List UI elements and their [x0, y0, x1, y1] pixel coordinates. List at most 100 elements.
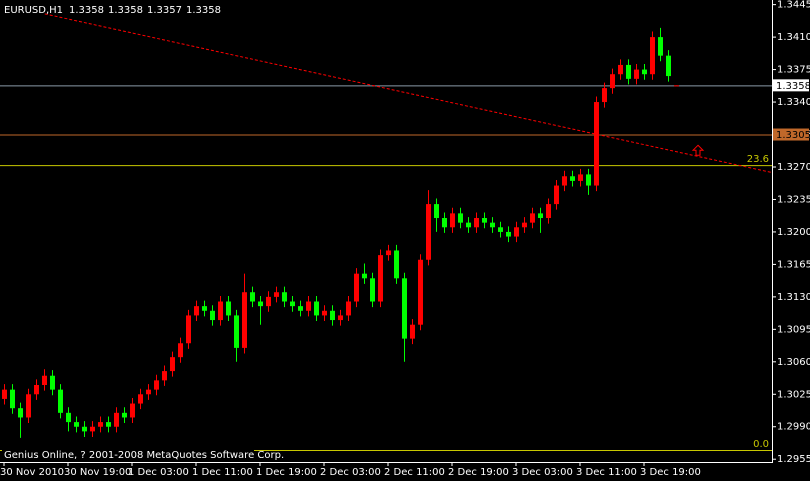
- candle-body: [266, 296, 271, 307]
- candle-body: [570, 176, 575, 181]
- candle-body: [434, 204, 439, 219]
- y-tick-label: 1.3200: [777, 227, 810, 238]
- candle-body: [426, 204, 431, 260]
- candle-body: [642, 69, 647, 75]
- symbol: EURUSD,H1: [4, 5, 63, 16]
- candle-body: [58, 389, 63, 413]
- candle-body: [450, 213, 455, 228]
- x-tick-label: 30 Nov 19:00: [64, 467, 131, 478]
- candle-body: [98, 422, 103, 427]
- candle-body: [274, 292, 279, 297]
- candle-body: [130, 403, 135, 418]
- candle-body: [138, 394, 143, 404]
- candle-body: [338, 315, 343, 321]
- candle-body: [74, 422, 79, 427]
- plot: 23.6 0.0: [0, 13, 773, 451]
- y-tick-label: 1.3025: [777, 389, 810, 400]
- candle-body: [258, 301, 263, 307]
- candle-body: [330, 310, 335, 321]
- candle-body: [162, 371, 167, 381]
- candle-body: [314, 301, 319, 316]
- candle-body: [66, 412, 71, 423]
- footer: Genius Online, ? 2001-2008 MetaQuotes So…: [4, 450, 284, 461]
- candle-body: [386, 250, 391, 256]
- price-tag: [773, 128, 809, 141]
- x-tick-label: 3 Dec 19:00: [640, 467, 701, 478]
- candle-body: [506, 231, 511, 237]
- candle-body: [586, 174, 591, 186]
- candle-body: [178, 343, 183, 358]
- candle-body: [650, 37, 655, 75]
- candle-body: [490, 222, 495, 228]
- candle-body: [378, 255, 383, 302]
- candle-body: [410, 324, 415, 339]
- x-tick-label: 3 Dec 11:00: [576, 467, 637, 478]
- y-tick-label: 1.3165: [777, 259, 810, 270]
- candle-body: [522, 222, 527, 228]
- y-tick-label: 1.3130: [777, 292, 810, 303]
- candle-body: [602, 88, 607, 103]
- y-tick-label: 1.3270: [777, 162, 810, 173]
- candle-body: [202, 306, 207, 311]
- candle-body: [26, 394, 31, 418]
- candle-body: [322, 310, 327, 316]
- y-tick-label: 1.2955: [777, 454, 810, 465]
- candle-body: [610, 74, 615, 89]
- y-tick-label: 1.3340: [777, 97, 810, 108]
- high: 1.3358: [108, 5, 143, 16]
- x-tick-label: 2 Dec 11:00: [384, 467, 445, 478]
- candle-body: [210, 310, 215, 321]
- x-tick-label: 2 Dec 03:00: [320, 467, 381, 478]
- y-tick-label: 1.3060: [777, 357, 810, 368]
- candle-body: [458, 213, 463, 223]
- price-tag-label: 1.3305: [776, 130, 810, 141]
- chart-title: EURUSD,H1 1.3358 1.3358 1.3357 1.3358: [4, 5, 221, 16]
- candle-body: [146, 389, 151, 395]
- candle-body: [554, 185, 559, 205]
- candle-body: [442, 218, 447, 228]
- candle-body: [170, 357, 175, 372]
- candle-body: [306, 301, 311, 311]
- candle-body: [354, 273, 359, 302]
- candle-body: [218, 301, 223, 321]
- candle-body: [186, 315, 191, 344]
- low: 1.3357: [147, 5, 182, 16]
- candle-body: [482, 218, 487, 223]
- candle-body: [154, 380, 159, 390]
- candle-body: [346, 301, 351, 316]
- candle-body: [474, 218, 479, 228]
- candle-body: [234, 315, 239, 348]
- candle-body: [498, 227, 503, 232]
- candle-body: [394, 250, 399, 279]
- candle-body: [298, 306, 303, 311]
- candle-body: [10, 389, 15, 409]
- fibo-label: 0.0: [753, 439, 769, 450]
- candle-body: [194, 306, 199, 316]
- y-tick-label: 1.3410: [777, 32, 810, 43]
- candle-body: [530, 213, 535, 223]
- candle-body: [34, 385, 39, 395]
- candle-body: [578, 174, 583, 181]
- candle-body: [538, 213, 543, 219]
- trend-line: [44, 13, 773, 174]
- y-tick-label: 1.3095: [777, 324, 810, 335]
- candle-body: [290, 301, 295, 307]
- y-tick-label: 1.3445: [777, 0, 810, 11]
- x-tick-label: 2 Dec 19:00: [448, 467, 509, 478]
- candle-body: [42, 375, 47, 385]
- open: 1.3358: [69, 5, 104, 16]
- candle-body: [282, 292, 287, 302]
- y-tick-label: 1.3375: [777, 65, 810, 76]
- candle-body: [674, 85, 679, 87]
- fibo-label: 23.6: [747, 154, 769, 165]
- candle-body: [666, 55, 671, 77]
- y-tick-label: 1.3235: [777, 194, 810, 205]
- candle-body: [618, 64, 623, 75]
- candle-body: [370, 278, 375, 302]
- candle-body: [90, 426, 95, 432]
- x-tick-label: 3 Dec 03:00: [512, 467, 573, 478]
- candle-body: [362, 273, 367, 279]
- candle-body: [250, 292, 255, 302]
